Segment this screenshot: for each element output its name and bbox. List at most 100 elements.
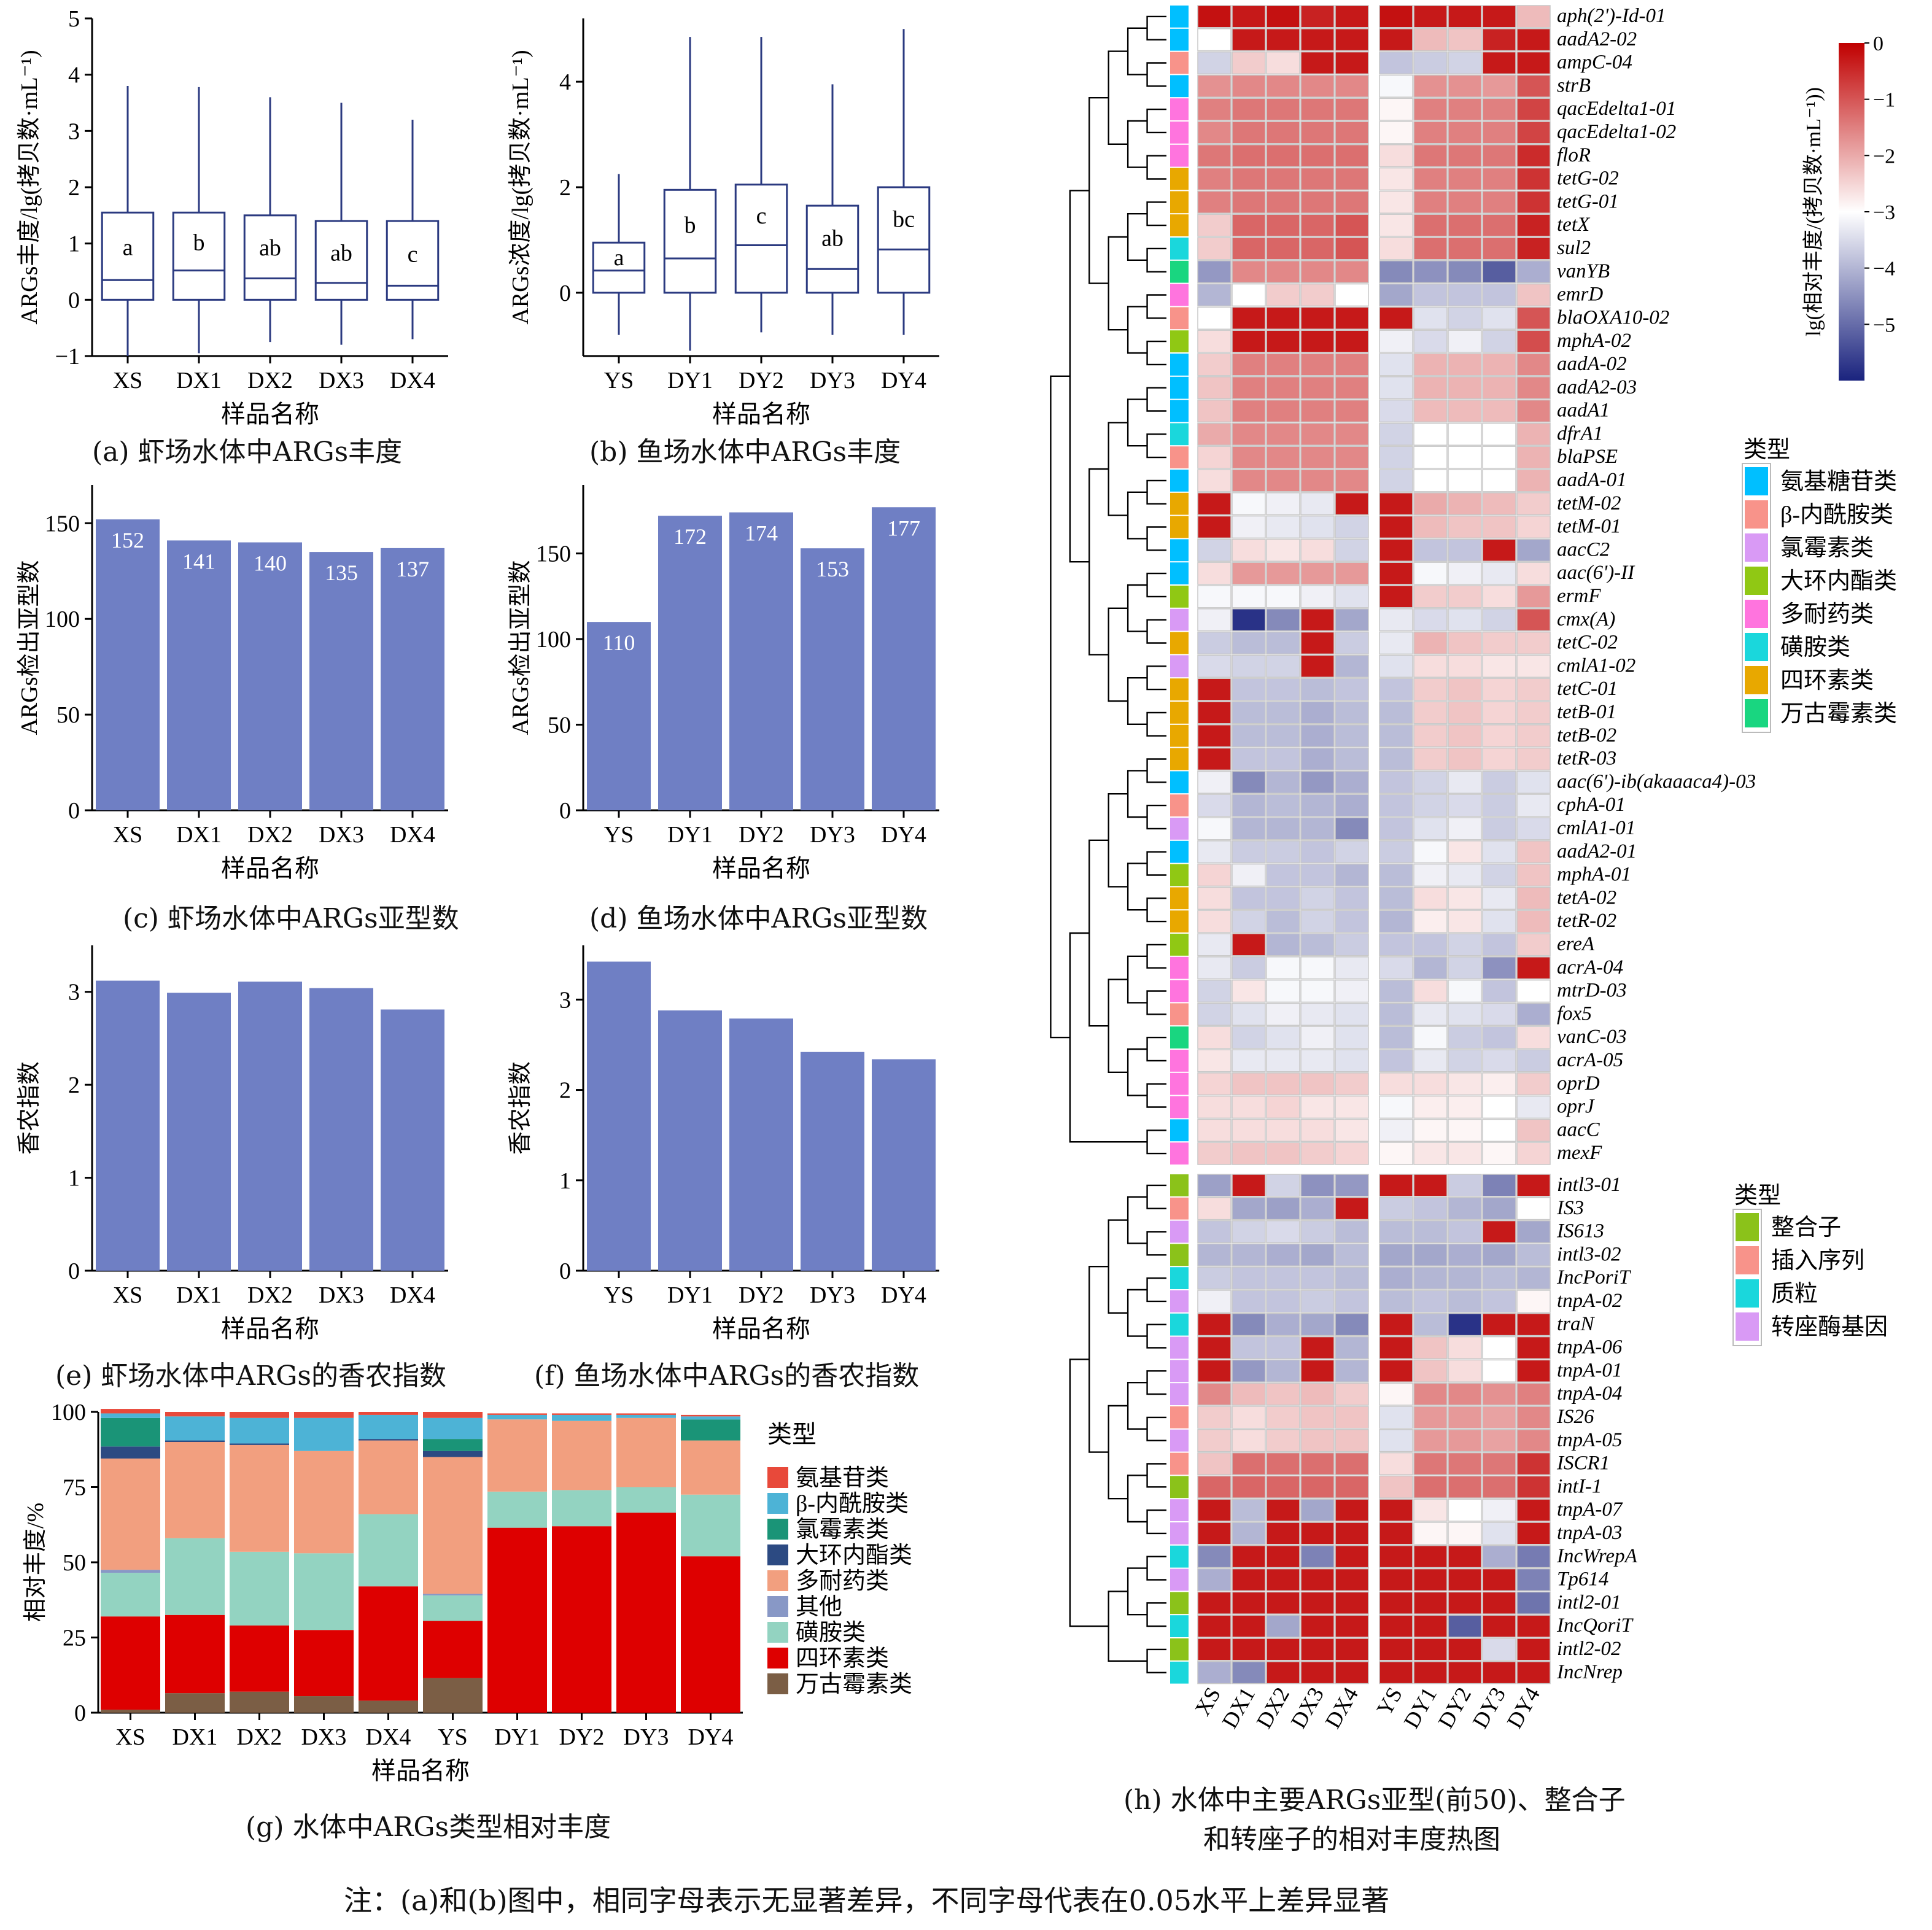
heat-cell	[1197, 1290, 1232, 1313]
gene-label: fox5	[1557, 1002, 1592, 1025]
stack-segment	[487, 1491, 547, 1528]
heat-cell	[1379, 1406, 1413, 1429]
dendrogram-branch	[1127, 398, 1147, 447]
stack-segment	[294, 1553, 354, 1630]
heat-cell	[1413, 469, 1448, 492]
heat-cell	[1448, 1313, 1482, 1336]
legend-title: 类型	[1744, 437, 1790, 463]
heat-cell	[1232, 422, 1266, 446]
dendrogram-branch	[1146, 1463, 1166, 1488]
stack-segment	[294, 1412, 354, 1418]
heat-cell	[1266, 701, 1300, 724]
heat-cell	[1448, 701, 1482, 724]
y-tick-label: 1	[68, 1166, 80, 1192]
heat-cell	[1413, 1545, 1448, 1568]
y-tick-label: 50	[548, 713, 571, 738]
caption-e: (e) 虾场水体中ARGs的香农指数	[55, 1360, 446, 1392]
x-tick-label: YS	[604, 1282, 634, 1308]
heat-cell	[1300, 817, 1335, 840]
chart-d-bar: 0 50 100 150 YS DY1 DY2 DY3 DY4 样品名称 ARGs检出亚型数 110 1…	[508, 485, 939, 882]
heat-cell	[1335, 1406, 1369, 1429]
heat-cell	[1232, 863, 1266, 887]
heat-cell	[1335, 538, 1369, 562]
heat-cell	[1335, 1522, 1369, 1545]
heat-cell	[1379, 1336, 1413, 1360]
row-type-marker	[1170, 910, 1189, 932]
heat-cell	[1379, 910, 1413, 933]
heat-cell	[1413, 1002, 1448, 1026]
heat-cell	[1413, 1290, 1448, 1313]
heat-cell	[1482, 1313, 1516, 1336]
heat-cell	[1232, 1498, 1266, 1522]
stack-segment	[616, 1513, 676, 1713]
heat-cell	[1335, 1142, 1369, 1165]
heat-cell	[1379, 979, 1413, 1003]
heat-cell	[1335, 121, 1369, 144]
heat-cell	[1232, 1142, 1266, 1165]
heat-cell	[1379, 353, 1413, 376]
heat-cell	[1232, 794, 1266, 817]
stack-segment	[101, 1570, 160, 1573]
heat-cell	[1379, 1638, 1413, 1661]
x-tick-label: DX3	[319, 822, 364, 848]
heat-cell	[1482, 1095, 1516, 1119]
bar-value-label: 110	[603, 630, 635, 655]
row-type-marker	[1170, 980, 1189, 1002]
heat-cell	[1482, 1661, 1516, 1684]
heat-cell	[1379, 1049, 1413, 1072]
heat-cell	[1516, 701, 1551, 724]
gene-label: intl2-02	[1557, 1638, 1621, 1660]
dendrogram-branch	[1127, 1048, 1147, 1096]
heat-cell	[1516, 933, 1551, 956]
heat-cell	[1413, 28, 1448, 52]
heat-cell	[1300, 701, 1335, 724]
heat-cell	[1335, 1174, 1369, 1197]
heat-cell	[1335, 1049, 1369, 1072]
heat-cell	[1197, 283, 1232, 307]
colorbar-tick-label: −1	[1873, 89, 1895, 112]
x-tick-label: DY3	[810, 368, 855, 393]
gene-label: mtrD-03	[1557, 980, 1627, 1002]
heat-cell	[1516, 1313, 1551, 1336]
box-DY2: c	[734, 37, 788, 333]
y-tick-label: 50	[56, 702, 80, 728]
box-DX1: b	[172, 87, 226, 354]
heat-cell	[1300, 1220, 1335, 1244]
heat-cell	[1335, 631, 1369, 655]
heat-cell	[1266, 933, 1300, 956]
heat-cell	[1266, 1174, 1300, 1197]
heat-cell	[1266, 422, 1300, 446]
heat-cell	[1379, 1266, 1413, 1290]
heat-cell	[1482, 886, 1516, 910]
heat-cell	[1482, 770, 1516, 794]
legend-swatch	[767, 1493, 788, 1514]
heat-cell	[1379, 1290, 1413, 1313]
y-tick-label: 4	[559, 69, 571, 95]
chart-f-bar: 0 1 2 3 YS DY1 DY2 DY3 DY4 样品名称 香农指数	[508, 945, 939, 1343]
row-type-marker	[1170, 284, 1189, 306]
heat-cell	[1335, 1452, 1369, 1476]
heat-cell	[1482, 214, 1516, 237]
heat-cell	[1232, 701, 1266, 724]
heat-cell	[1379, 608, 1413, 632]
heat-cell	[1300, 724, 1335, 748]
box-body	[243, 214, 297, 301]
gene-label: intl3-01	[1557, 1174, 1621, 1196]
heat-cell	[1448, 817, 1482, 840]
heat-cell	[1516, 770, 1551, 794]
heat-cell	[1232, 1243, 1266, 1266]
bar-DX2	[238, 542, 302, 810]
heat-cell	[1197, 979, 1232, 1003]
dendrogram-branch	[1146, 340, 1166, 366]
heat-cell	[1266, 1220, 1300, 1244]
stack-segment	[230, 1625, 289, 1692]
heat-cell	[1448, 979, 1482, 1003]
heat-cell	[1300, 515, 1335, 539]
heat-cell	[1379, 1002, 1413, 1026]
row-type-marker	[1170, 1026, 1189, 1048]
legend-label: 万古霉素类	[1780, 701, 1897, 727]
heat-cell	[1300, 399, 1335, 423]
gene-label: IS613	[1556, 1220, 1604, 1242]
heat-cell	[1266, 562, 1300, 585]
gene-label: traN	[1557, 1313, 1596, 1335]
